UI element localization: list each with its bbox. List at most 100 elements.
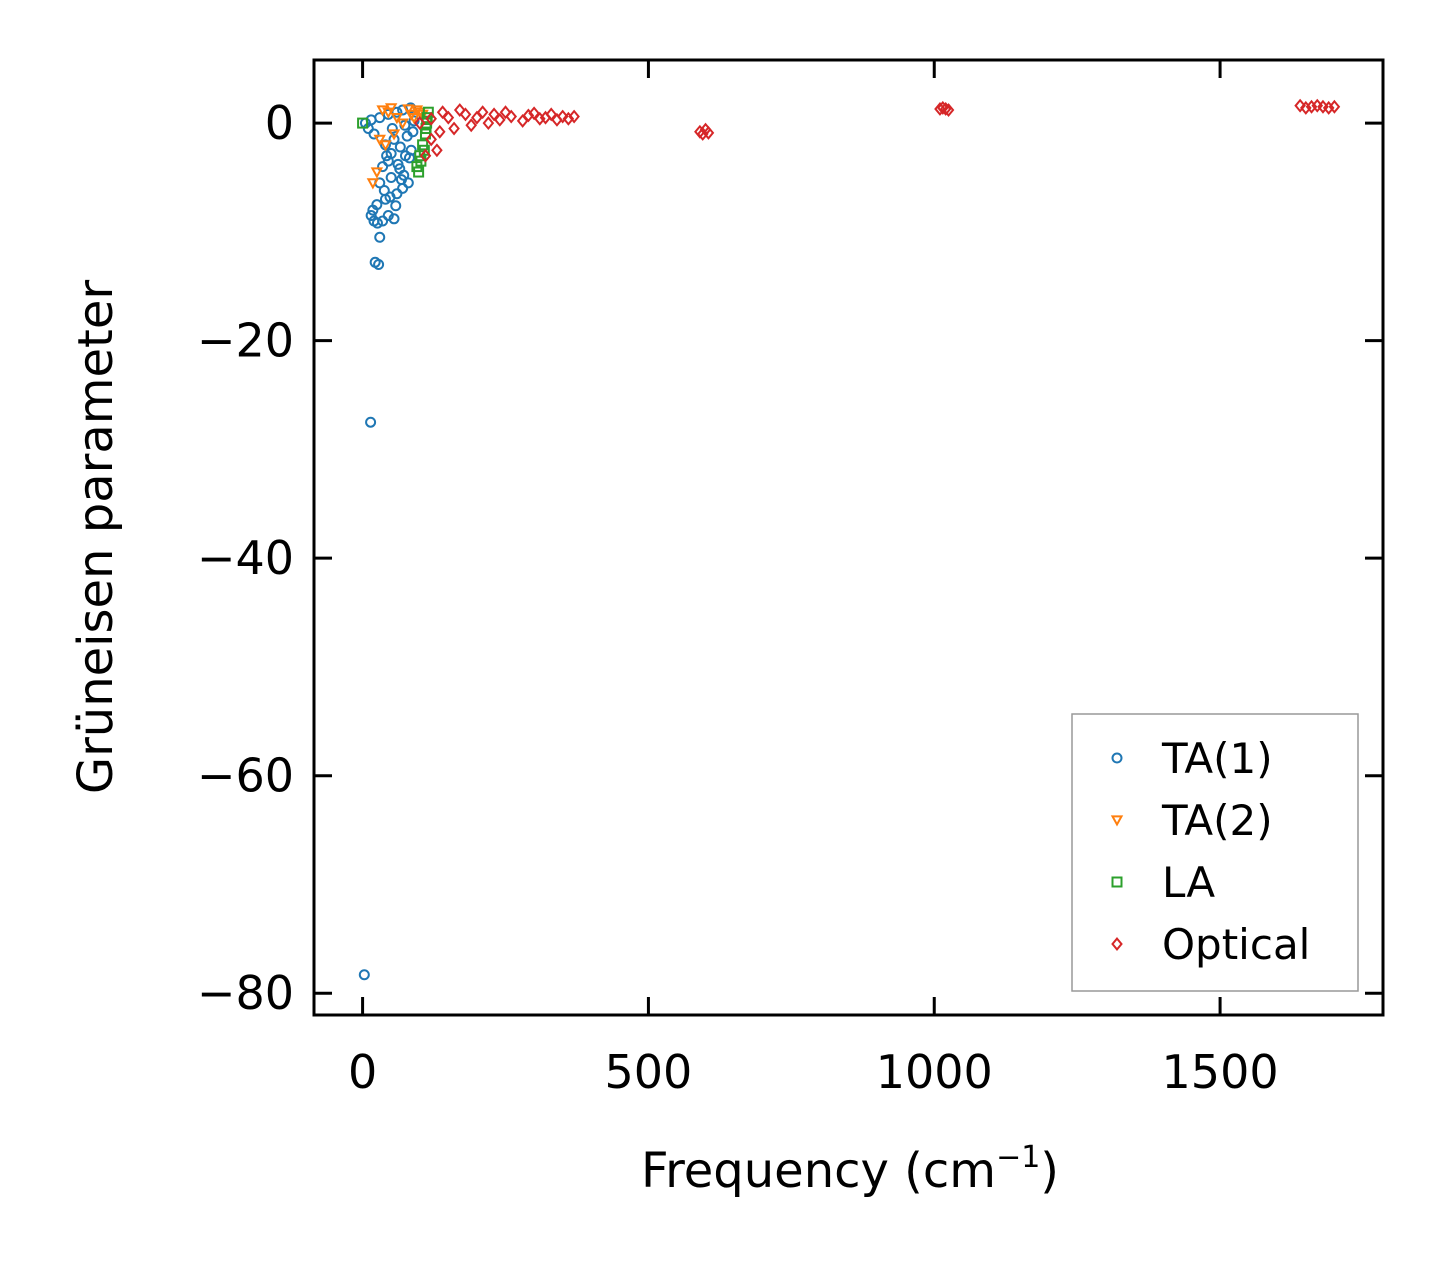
data-point [394, 141, 406, 153]
x-tick-label: 1000 [876, 1045, 993, 1099]
data-point [403, 152, 415, 164]
data-point [937, 100, 949, 115]
data-point [939, 101, 952, 116]
data-point [402, 104, 415, 116]
data-point [373, 134, 386, 146]
data-point [390, 113, 404, 125]
data-point [696, 127, 709, 141]
y-axis-title: Grüneisen parameter [68, 280, 124, 795]
data-point [1300, 100, 1312, 115]
data-point [365, 416, 377, 428]
data-point [388, 213, 400, 225]
data-point [370, 167, 384, 179]
x-axis-title-close: ) [1040, 1143, 1059, 1199]
data-point [1322, 100, 1335, 115]
legend: TA(1) TA(2) LA Optical [1071, 713, 1359, 992]
data-point [499, 105, 512, 120]
data-point [453, 103, 466, 117]
legend-marker [1111, 937, 1123, 951]
data-point [390, 200, 402, 212]
data-point [551, 112, 563, 127]
x-axis-title: Frequency (cm−1) [641, 1140, 1059, 1199]
x-axis-ticks: 0 500 1000 1500 [348, 60, 1279, 1099]
x-axis-title-main: Frequency (cm [641, 1143, 996, 1199]
data-point [358, 969, 370, 981]
data-point [413, 116, 426, 131]
data-point [465, 118, 478, 133]
y-tick-label: −80 [197, 966, 294, 1020]
data-point [505, 109, 518, 124]
data-point [371, 199, 383, 211]
series-ta-1- [358, 102, 420, 981]
data-point [378, 185, 390, 197]
y-tick-label: −60 [197, 749, 294, 803]
y-tick-label: −40 [197, 531, 294, 585]
data-point [448, 121, 460, 136]
data-point [482, 116, 495, 131]
data-point [493, 112, 506, 127]
data-point [385, 171, 397, 183]
data-point [397, 182, 409, 194]
data-point [516, 113, 529, 128]
data-point [388, 133, 400, 145]
data-point [381, 150, 393, 162]
plot-frame [312, 58, 1385, 1017]
data-point [395, 174, 407, 186]
data-point [379, 140, 392, 152]
legend-item: TA(2) [1110, 796, 1273, 845]
data-point [374, 231, 386, 243]
legend-item: Optical [1111, 920, 1310, 969]
data-point [366, 178, 380, 190]
data-point [421, 112, 433, 124]
data-point [425, 111, 437, 126]
data-point [384, 191, 396, 203]
data-point [407, 126, 419, 138]
legend-label: TA(2) [1161, 796, 1273, 845]
data-point [425, 132, 437, 147]
legend-label: Optical [1162, 920, 1310, 969]
data-point [377, 215, 389, 227]
legend-label: LA [1162, 858, 1215, 907]
data-point [365, 210, 377, 222]
data-point [386, 123, 398, 135]
data-point [382, 210, 394, 222]
legend-label: TA(1) [1161, 734, 1273, 783]
data-point [459, 107, 472, 122]
data-point [420, 123, 432, 135]
series-optical [413, 98, 1341, 163]
data-point [942, 103, 955, 117]
legend-item: LA [1111, 858, 1215, 907]
data-point [562, 111, 575, 126]
data-point [376, 105, 389, 117]
data-point [396, 118, 409, 130]
data-point [384, 103, 398, 115]
data-point [392, 158, 404, 170]
data-point [377, 161, 389, 173]
legend-marker [1111, 752, 1123, 764]
legend-item: TA(1) [1111, 734, 1273, 783]
data-point [534, 111, 546, 126]
y-axis-ticks: 0 −20 −40 −60 −80 [197, 96, 1383, 1020]
data-point [387, 129, 401, 141]
data-point [413, 166, 425, 178]
data-point [1311, 98, 1324, 113]
data-point [419, 148, 432, 163]
data-point [476, 105, 489, 120]
y-tick-label: 0 [265, 96, 294, 150]
data-point [371, 217, 383, 229]
legend-marker [1110, 815, 1124, 827]
data-point [416, 109, 429, 121]
data-point [436, 105, 449, 120]
plot-points [357, 98, 1341, 981]
x-tick-label: 1500 [1162, 1045, 1279, 1099]
data-point [418, 144, 430, 156]
data-point [368, 128, 380, 140]
data-point [1294, 98, 1306, 113]
legend-marker [1111, 876, 1123, 888]
y-tick-label: −20 [197, 314, 294, 368]
data-point [568, 109, 580, 124]
x-axis-title-superscript: −1 [996, 1140, 1040, 1175]
data-point [408, 115, 420, 127]
data-point [431, 143, 443, 158]
